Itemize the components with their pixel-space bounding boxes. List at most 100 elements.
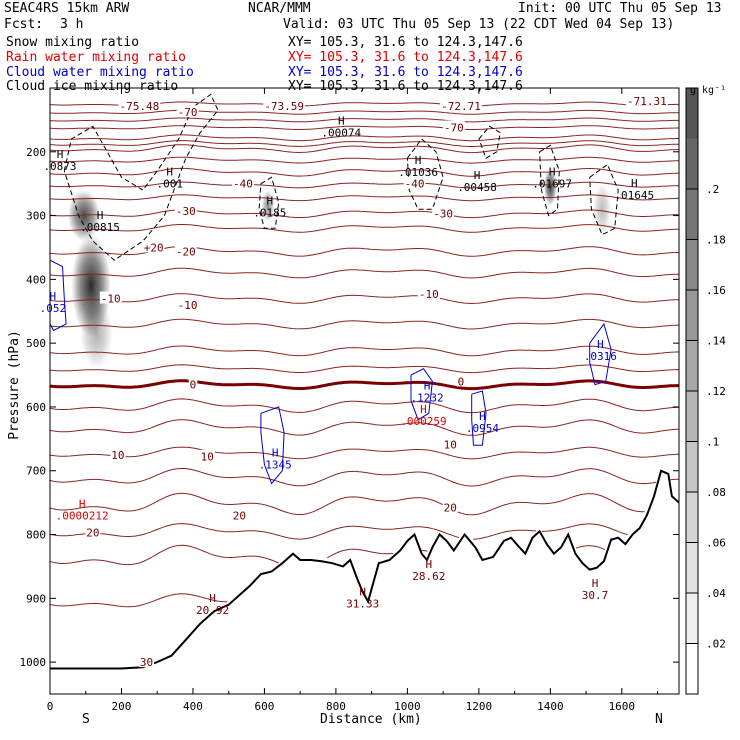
contour-label-bg-8 <box>174 204 197 217</box>
model-name: SEAC4RS 15km ARW <box>4 1 130 16</box>
high-marker-11: H <box>479 410 486 423</box>
contour-label-1: -70 <box>178 106 198 119</box>
cloud-ice-contour-4 <box>589 163 619 236</box>
colorbar-swatch-9 <box>686 189 698 240</box>
high-marker-5: H <box>415 154 422 167</box>
high-marker-14: H <box>420 403 427 416</box>
colorbar-tick-label-5: .12 <box>706 385 726 398</box>
colorbar-tick-label-7: .16 <box>706 284 726 297</box>
colorbar-swatch-2 <box>686 542 698 593</box>
high-marker-3: H <box>266 194 273 207</box>
high-value-18: 28.62 <box>412 570 445 583</box>
colorbar-swatch-7 <box>686 290 698 341</box>
contour-label-20: 20 <box>86 527 99 540</box>
high-marker-17: H <box>359 585 366 598</box>
y-tick-label-4: 600 <box>26 401 46 414</box>
contour-label-bg-16 <box>456 374 466 387</box>
y-tick-label-0: 200 <box>26 146 46 159</box>
colorbar-swatch-3 <box>686 492 698 543</box>
cloud-ice-contour-3 <box>539 144 560 217</box>
contour-label-3: -72.71 <box>441 100 481 113</box>
contour-label-13: -10 <box>178 299 198 312</box>
temperature-contour-minor-4 <box>50 156 679 164</box>
contour-label-bg-15 <box>188 377 198 390</box>
high-marker-9: H <box>597 338 604 351</box>
y-tick-label-3: 500 <box>26 337 46 350</box>
cloud-water-contour-3 <box>471 390 487 446</box>
y-tick-label-1: 300 <box>26 210 46 223</box>
high-marker-13: H <box>50 290 57 303</box>
y-tick-label-2: 400 <box>26 273 46 286</box>
plot-frame <box>49 87 680 695</box>
contour-label-7: -40 <box>405 178 425 191</box>
y-tick-label-5: 700 <box>26 465 46 478</box>
temperature-contour-6 <box>50 293 679 305</box>
temperature-contour-4 <box>50 209 679 219</box>
temperature-contour-minor-12 <box>50 398 679 414</box>
contour-label-12: -10 <box>101 293 121 306</box>
temperature-contour-8 <box>50 446 679 460</box>
field-xy-cloud-water: XY= 105.3, 31.6 to 124.3,147.6 <box>288 65 523 80</box>
center-name: NCAR/MMM <box>248 1 311 16</box>
contour-label-bg-11 <box>174 244 197 257</box>
high-value-3: .0185 <box>253 206 286 219</box>
high-value-5: .01036 <box>398 166 438 179</box>
high-value-7: .01697 <box>532 178 572 191</box>
contour-label-15: 0 <box>190 379 197 392</box>
contour-label-18: 10 <box>201 451 214 464</box>
colorbar-tick-label-4: .1 <box>706 436 719 449</box>
fcst-label: Fcst: <box>4 17 44 32</box>
temperature-contour-minor-9 <box>50 318 679 330</box>
colorbar-tick-label-2: .06 <box>706 537 726 550</box>
valid-time: Valid: 03 UTC Thu 05 Sep 13 (22 CDT Wed … <box>283 17 675 32</box>
colorbar-tick-label-0: .02 <box>706 638 726 651</box>
contour-label-17: 10 <box>111 449 124 462</box>
colorbar-swatch-6 <box>686 340 698 391</box>
colorbar-swatch-11 <box>686 88 698 139</box>
contour-label-bg-10 <box>142 240 165 253</box>
colorbar-swatch-0 <box>686 643 698 694</box>
colorbar-tick-label-6: .14 <box>706 335 726 348</box>
high-value-17: 31.33 <box>346 597 379 610</box>
contour-label-11: -20 <box>176 245 196 258</box>
temperature-contour-7 <box>50 379 679 391</box>
contour-label-8: -30 <box>176 205 196 218</box>
contour-label-bg-0 <box>118 98 161 111</box>
field-xy-snow: XY= 105.3, 31.6 to 124.3,147.6 <box>288 35 523 50</box>
contour-label-23: 30 <box>140 656 153 669</box>
contour-label-bg-1 <box>176 105 199 118</box>
temperature-contour-0 <box>50 125 679 130</box>
cloud-ice-contour-1 <box>258 176 280 229</box>
high-value-9: .0316 <box>584 350 617 363</box>
x-axis-label: Distance (km) <box>320 712 422 727</box>
high-value-14: .000259 <box>400 415 446 428</box>
high-marker-0: H <box>97 209 104 222</box>
terrain-fill <box>50 470 679 694</box>
high-value-6: .00458 <box>457 181 497 194</box>
high-marker-1: H <box>166 166 173 179</box>
y-tick-label-7: 900 <box>26 592 46 605</box>
contour-label-bg-5 <box>442 120 465 133</box>
high-value-16: 20.92 <box>196 604 229 617</box>
x-tick-label-7: 1400 <box>537 700 564 713</box>
contour-label-16: 0 <box>458 375 465 388</box>
high-value-12: .1345 <box>259 458 292 471</box>
contour-label-9: -30 <box>433 208 453 221</box>
colorbar-swatch-4 <box>686 441 698 492</box>
colorbar-swatch-1 <box>686 593 698 644</box>
contour-label-21: 20 <box>233 509 246 522</box>
contour-label-0: -75.48 <box>119 100 159 113</box>
high-value-4: .00074 <box>321 127 361 140</box>
fcst-value: 3 h <box>60 17 84 32</box>
temperature-contour-minor-11 <box>50 364 679 374</box>
high-value-10: .1232 <box>410 391 443 404</box>
cloud-ice-contour-0 <box>63 93 219 261</box>
contour-label-bg-21 <box>231 508 248 521</box>
shaded-region-0 <box>67 190 101 242</box>
temperature-contour-minor-13 <box>50 419 679 436</box>
high-marker-10: H <box>424 379 431 392</box>
temperature-contour-minor-15 <box>50 492 645 516</box>
x-tick-label-5: 1000 <box>394 700 421 713</box>
